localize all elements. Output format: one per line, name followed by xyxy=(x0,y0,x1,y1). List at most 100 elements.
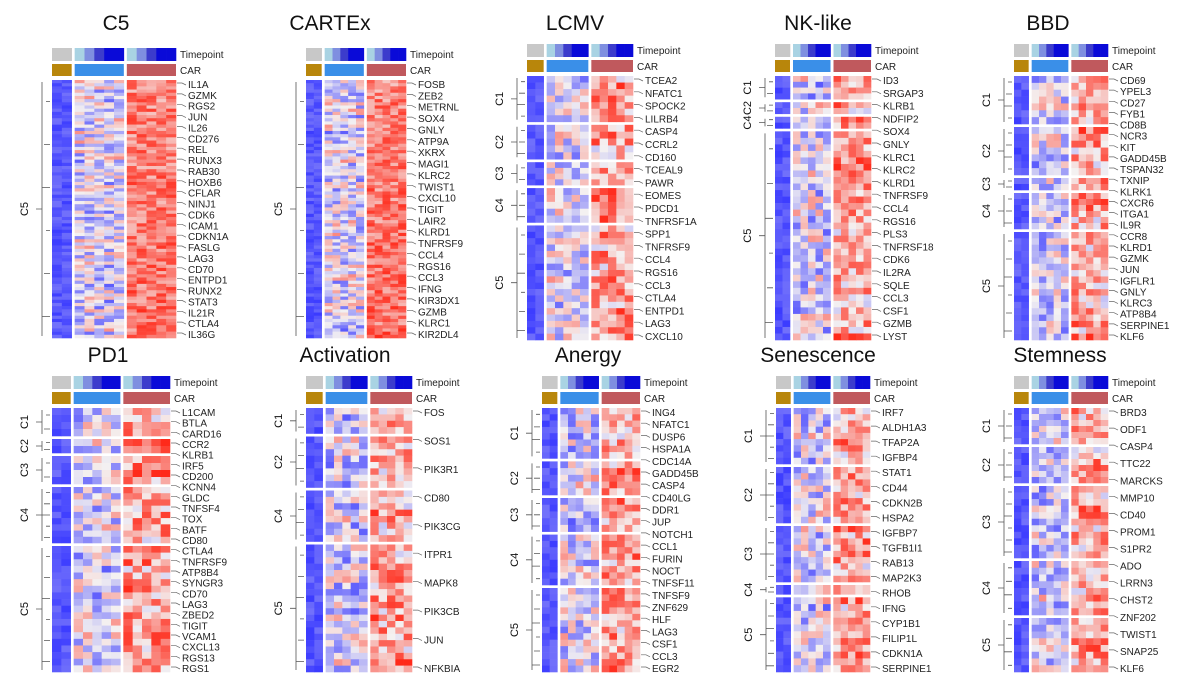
heatmap-cell xyxy=(356,191,365,195)
heatmap-cell xyxy=(398,226,407,231)
heatmap-cell xyxy=(350,442,360,450)
heatmap-cell xyxy=(334,608,343,615)
heatmap-cell xyxy=(166,309,177,313)
heatmap-cell xyxy=(306,331,315,336)
gene-leader-line xyxy=(177,136,187,140)
heatmap-cell xyxy=(841,93,849,100)
heatmap-cell xyxy=(306,522,315,530)
heatmap-cell xyxy=(314,557,323,564)
panel-nk-like: NK-likeTimepointCARC1C2C4C5ID3SRGAP3KLRB… xyxy=(742,12,934,343)
heatmap-cell xyxy=(132,546,143,553)
heatmap-cell xyxy=(390,201,399,205)
heatmap-cell xyxy=(136,258,147,262)
heatmap-cell xyxy=(841,307,849,315)
heatmap-cell xyxy=(61,124,72,129)
gene-label: IL36G xyxy=(188,330,215,341)
heatmap-cell xyxy=(74,178,85,183)
heatmap-cell xyxy=(84,99,95,103)
heatmap-cell xyxy=(583,481,592,489)
heatmap-cell xyxy=(325,608,335,615)
heatmap-cell xyxy=(332,245,341,250)
heatmap-cell xyxy=(1086,133,1094,142)
heatmap-cell xyxy=(84,178,95,183)
heatmap-cell xyxy=(142,505,152,513)
heatmap-cell xyxy=(342,614,351,622)
heatmap-cell xyxy=(156,290,167,294)
gene-label: TIGIT xyxy=(182,621,208,632)
heatmap-cell xyxy=(1021,193,1029,200)
heatmap-cell xyxy=(591,244,600,252)
heatmap-cell xyxy=(136,140,147,145)
heatmap-cell xyxy=(166,140,177,145)
heatmap-cell xyxy=(1014,161,1022,169)
heatmap-cell xyxy=(366,92,375,97)
heatmap-cell xyxy=(374,252,383,256)
heatmap-cell xyxy=(52,134,63,138)
heatmap-cell xyxy=(549,461,558,469)
heatmap-cell xyxy=(863,268,872,276)
heatmap-cell xyxy=(382,115,391,119)
heatmap-cell xyxy=(101,546,112,553)
heatmap-cell xyxy=(104,153,115,157)
heatmap-cell xyxy=(563,162,572,169)
heatmap-cell xyxy=(1071,161,1079,169)
heatmap-cell xyxy=(571,270,581,277)
heatmap-cell xyxy=(306,570,315,577)
heatmap-cell xyxy=(1046,76,1054,84)
heatmap-cell xyxy=(1046,147,1054,155)
gene-label: CDK6 xyxy=(188,210,215,221)
heatmap-cell xyxy=(74,252,85,256)
heatmap-cell xyxy=(111,559,121,567)
heatmap-cell xyxy=(151,565,161,573)
heatmap-cell xyxy=(390,277,399,281)
heatmap-cell xyxy=(549,481,558,489)
gene-leader-line xyxy=(171,655,181,659)
heatmap-cell xyxy=(84,302,95,307)
heatmap-cell xyxy=(599,124,609,132)
heatmap-cell xyxy=(314,589,323,596)
heatmap-cell xyxy=(52,223,63,227)
heatmap-cell xyxy=(398,274,407,278)
heatmap-cell xyxy=(808,216,816,223)
heatmap-cell xyxy=(390,92,399,97)
heatmap-cell xyxy=(555,250,564,258)
heatmap-cell xyxy=(617,511,625,519)
heatmap-cell xyxy=(856,190,864,197)
heatmap-cell xyxy=(366,194,375,199)
heatmap-cell xyxy=(142,530,152,538)
heatmap-cell xyxy=(382,290,391,294)
heatmap-cell xyxy=(156,274,167,278)
heatmap-cell xyxy=(61,150,72,154)
heatmap-cell xyxy=(374,210,383,215)
heatmap-cell xyxy=(390,226,399,231)
heatmap-cell xyxy=(356,83,365,87)
heatmap-cell xyxy=(580,124,589,132)
heatmap-cell xyxy=(1086,89,1094,97)
heatmap-cell xyxy=(1086,211,1094,218)
heatmap-cell xyxy=(123,658,133,666)
heatmap-cell xyxy=(609,433,618,440)
heatmap-cell xyxy=(142,439,152,447)
heatmap-cell xyxy=(313,201,322,205)
heatmap-cell xyxy=(348,318,357,323)
heatmap-cell xyxy=(1046,295,1054,303)
heatmap-cell xyxy=(334,455,343,463)
heatmap-cell xyxy=(841,122,849,129)
heatmap-cell xyxy=(591,276,600,284)
heatmap-cell xyxy=(61,166,72,170)
heatmap-cell xyxy=(156,181,167,186)
heatmap-cell xyxy=(136,302,147,307)
heatmap-cell xyxy=(61,271,72,275)
heatmap-cell xyxy=(390,334,399,339)
heatmap-cell xyxy=(74,137,85,141)
heatmap-cell xyxy=(366,252,375,256)
gene-label: TNFRSF18 xyxy=(883,242,934,253)
heatmap-cell xyxy=(94,242,105,246)
heatmap-cell xyxy=(342,490,351,498)
heatmap-cell xyxy=(1100,178,1109,185)
heatmap-cell xyxy=(382,162,391,167)
heatmap-cell xyxy=(1071,110,1079,118)
timepoint-cell xyxy=(616,44,625,57)
heatmap-cell xyxy=(568,511,576,519)
heatmap-cell xyxy=(382,283,391,288)
